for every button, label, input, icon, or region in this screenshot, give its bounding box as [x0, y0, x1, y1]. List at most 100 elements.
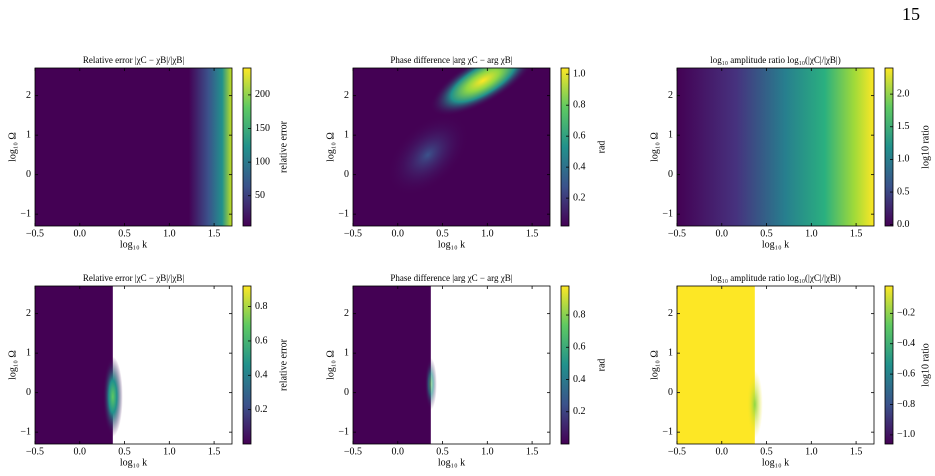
panel-title: Relative error |χC − χB|/|χB|	[83, 55, 184, 65]
colorbar	[242, 285, 252, 445]
colorbar-tick-label: −0.2	[897, 308, 915, 319]
x-tick-label: 1.0	[163, 228, 176, 239]
y-tick-label: 2	[344, 308, 349, 319]
colorbar-tick-label: 1.5	[897, 121, 910, 132]
colorbar-tick-label: 1.0	[897, 154, 910, 165]
x-tick-label: 0.5	[760, 446, 773, 457]
plot-frame	[676, 67, 875, 227]
y-tick-label: 0	[344, 169, 349, 180]
x-tick-label: 1.5	[208, 446, 221, 457]
y-tick-label: 1	[668, 347, 673, 358]
y-tick-label: 2	[26, 308, 31, 319]
x-tick-label: 0.0	[74, 228, 87, 239]
y-tick-label: 1	[344, 129, 349, 140]
y-axis-label: log₁₀ Ω	[7, 132, 18, 162]
x-tick-label: 0.5	[118, 446, 131, 457]
plot-frame	[352, 67, 551, 227]
colorbar-label: log10 ratio	[920, 343, 931, 387]
x-tick-label: 1.0	[481, 446, 494, 457]
y-tick-label: 0	[26, 387, 31, 398]
colorbar-tick-label: −0.4	[897, 338, 915, 349]
y-axis-label: log₁₀ Ω	[325, 132, 336, 162]
colorbar-tick-label: 0.5	[897, 186, 910, 197]
panel-title: Phase difference |arg χC − arg χB|	[390, 55, 512, 65]
heatmap	[353, 68, 550, 226]
x-tick-label: 1.5	[208, 228, 221, 239]
colorbar-tick-label: 0.4	[255, 370, 268, 381]
x-tick-label: 1.0	[163, 446, 176, 457]
x-tick-label: 1.0	[481, 228, 494, 239]
heatmap-image	[35, 286, 113, 444]
y-tick-label: 2	[668, 308, 673, 319]
y-tick-label: −1	[20, 208, 31, 219]
colorbar-tick-label: 0.4	[573, 374, 586, 385]
colorbar-tick-label: 0.6	[573, 342, 586, 353]
heatmap	[353, 286, 437, 444]
x-tick-label: 0.0	[716, 446, 729, 457]
y-axis-label: log₁₀ Ω	[7, 350, 18, 380]
plot-frame	[34, 67, 233, 227]
colorbar-label: log10 ratio	[920, 125, 931, 169]
colorbar-tick-label: 0.8	[255, 301, 268, 312]
heatmap-image	[746, 370, 763, 439]
colorbar-tick-label: 1.0	[573, 68, 586, 79]
x-tick-label: 0.5	[118, 228, 131, 239]
panel-title: log₁₀ amplitude ratio log₁₀(|χC|/|χB|)	[710, 55, 840, 65]
colorbar-tick-label: −1.0	[897, 429, 915, 440]
x-tick-label: −0.5	[668, 228, 686, 239]
plot-frame	[352, 285, 551, 445]
y-tick-label: 1	[344, 347, 349, 358]
x-tick-label: 1.0	[805, 446, 818, 457]
heatmap	[677, 68, 874, 226]
colorbar-label: rad	[596, 141, 607, 154]
x-tick-label: 0.5	[436, 446, 449, 457]
y-tick-label: 0	[344, 387, 349, 398]
x-tick-label: 0.5	[760, 228, 773, 239]
x-tick-label: 1.5	[850, 228, 863, 239]
heatmap-image	[353, 286, 431, 444]
colorbar	[242, 67, 252, 227]
colorbar	[884, 67, 894, 227]
y-axis-label: log₁₀ Ω	[649, 132, 660, 162]
plot-frame	[676, 285, 875, 445]
y-tick-label: 2	[344, 90, 349, 101]
y-tick-label: −1	[662, 426, 673, 437]
colorbar-tick-label: −0.6	[897, 368, 915, 379]
colorbar-label: relative error	[278, 338, 289, 391]
heatmap	[35, 286, 123, 444]
y-tick-label: −1	[338, 208, 349, 219]
colorbar	[884, 285, 894, 445]
x-tick-label: 0.0	[392, 228, 405, 239]
heatmap-image	[35, 68, 232, 226]
colorbar-tick-label: 0.2	[573, 192, 586, 203]
y-tick-label: 0	[668, 169, 673, 180]
heatmap	[677, 286, 763, 444]
y-tick-label: −1	[338, 426, 349, 437]
x-tick-label: −0.5	[344, 446, 362, 457]
heatmap	[35, 68, 232, 226]
colorbar-tick-label: 150	[255, 123, 270, 134]
colorbar-label: rad	[596, 359, 607, 372]
colorbar-tick-label: 2.0	[897, 88, 910, 99]
colorbar-tick-label: 200	[255, 89, 270, 100]
colorbar-tick-label: 0.6	[573, 130, 586, 141]
y-tick-label: 1	[26, 347, 31, 358]
x-tick-label: 1.5	[526, 446, 539, 457]
colorbar-tick-label: 50	[255, 190, 265, 201]
y-axis-label: log₁₀ Ω	[649, 350, 660, 380]
y-tick-label: 2	[668, 90, 673, 101]
y-tick-label: −1	[20, 426, 31, 437]
colorbar-tick-label: 0.8	[573, 99, 586, 110]
colorbar-tick-label: 0.0	[897, 219, 910, 230]
x-tick-label: 1.5	[526, 228, 539, 239]
x-tick-label: 0.0	[392, 446, 405, 457]
panel-title: Relative error |χC − χB|/|χB|	[83, 273, 184, 283]
x-tick-label: 1.0	[805, 228, 818, 239]
x-tick-label: −0.5	[26, 446, 44, 457]
y-tick-label: 0	[26, 169, 31, 180]
y-axis-label: log₁₀ Ω	[325, 350, 336, 380]
x-axis-label: log₁₀ k	[438, 239, 465, 250]
colorbar	[560, 67, 570, 227]
x-tick-label: −0.5	[344, 228, 362, 239]
